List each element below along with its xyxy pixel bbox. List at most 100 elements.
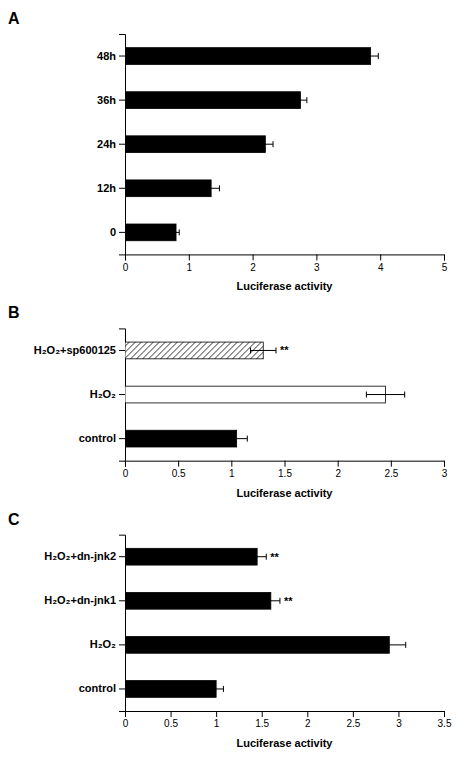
x-axis: 012345 [123,254,448,272]
error-bar [294,97,307,103]
y-tick: 0 [110,226,125,238]
x-tick: 1 [229,461,235,479]
bar [125,636,389,653]
bar [125,681,216,698]
y-tick: 36h [97,94,125,106]
x-tick-mark [338,461,339,467]
x-tick-label: 2 [305,718,311,729]
y-tick-mark [119,232,125,233]
x-tick-mark [231,461,232,467]
x-tick: 1 [214,711,220,729]
x-axis: 0 0.5 1 1.5 2 2.5 3 [123,461,448,479]
panel-label: B [8,304,20,321]
plot-area [125,342,405,447]
x-tick-label: 1 [214,718,220,729]
x-axis-line [126,461,445,467]
x-tick: 3 [314,254,320,272]
x-tick-mark [178,461,179,467]
bar [125,592,271,609]
y-tick-label: 12h [97,182,116,194]
x-tick-label: 2.5 [384,468,398,479]
panel: 00.511.522.53controlH₂O₂H₂O₂+sp600125**L… [8,304,448,498]
y-tick: H₂O₂+sp600125 [34,344,125,356]
x-tick-mark [391,461,392,467]
error-bar [366,392,404,398]
x-axis-title: Luciferase activity [237,280,334,292]
y-tick-label: H₂O₂+dn-jnk2 [44,550,116,562]
error-bar [250,347,276,353]
x-tick-label: 1 [229,468,235,479]
error-bar [258,141,273,147]
error-bar [226,436,247,442]
x-tick-mark [380,254,381,260]
x-tick-label: 5 [442,262,448,273]
x-tick: 3 [396,711,402,729]
x-tick-label: 3 [396,718,402,729]
bar [125,430,237,447]
bar [125,48,371,65]
x-tick-label: 3.5 [438,718,452,729]
panel-label: C [8,511,20,528]
x-tick-mark [171,711,172,717]
error-bar [373,642,406,648]
x-tick-mark [307,711,308,717]
x-tick-label: 0 [123,262,129,273]
x-tick-mark [444,254,445,260]
y-tick: H₂O₂ [90,388,125,400]
x-axis: 00.511.522.533.5 [123,711,452,729]
bar [125,136,265,153]
x-tick-mark [216,711,217,717]
error-bar [173,229,179,235]
x-tick-label: 0 [123,468,129,479]
annotation: ** [284,595,293,607]
x-tick-label: 2 [335,468,341,479]
y-tick-label: H₂O₂+sp600125 [34,344,116,356]
y-tick-mark [119,556,125,557]
y-axis: controlH₂O₂H₂O₂+dn-jnk1H₂O₂+dn-jnk2 [44,535,125,711]
x-tick: 3.5 [438,711,452,729]
bar [125,180,211,197]
y-tick: control [79,432,125,444]
x-tick: 2.5 [384,461,398,479]
x-tick-label: 0 [123,718,129,729]
y-axis: control H₂O₂ H₂O₂+sp600125 [34,329,126,461]
y-tick-mark [119,688,125,689]
error-bar [209,686,224,692]
x-tick-label: 0.5 [172,468,186,479]
x-tick-mark [353,711,354,717]
x-tick: 3 [442,461,448,479]
x-tick: 0.5 [172,461,186,479]
x-tick-label: 1 [187,262,193,273]
y-tick-label: H₂O₂ [90,638,116,650]
y-tick: H₂O₂+dn-jnk2 [44,550,125,562]
x-tick: 0 [123,461,129,479]
x-tick-mark [316,254,317,260]
x-tick: 5 [442,254,448,272]
x-tick-mark [189,254,190,260]
y-axis-line [119,329,126,461]
x-tick: 4 [378,254,384,272]
y-tick-mark [119,100,125,101]
x-tick-mark [262,711,263,717]
y-tick-label: control [79,432,116,444]
x-tick-label: 1.5 [255,718,269,729]
x-tick-mark [398,711,399,717]
y-axis: 012h24h36h48h [97,35,125,255]
x-tick: 1.5 [278,461,292,479]
x-axis-line [126,255,445,261]
panel: 012345012h24h36h48hLuciferase activityA [8,10,448,292]
y-tick-label: control [79,682,116,694]
x-tick-mark [253,254,254,260]
x-tick: 0.5 [164,711,178,729]
x-tick-label: 3 [314,262,320,273]
y-tick-mark [119,56,125,57]
bar [125,386,386,403]
x-tick-mark [285,461,286,467]
y-tick-label: 36h [97,94,116,106]
y-tick-label: H₂O₂ [90,388,116,400]
x-axis-title: Luciferase activity [237,487,334,499]
y-tick-mark [119,394,125,395]
y-tick: control [79,682,125,694]
y-axis-line [119,35,126,255]
y-axis-line [119,535,126,711]
